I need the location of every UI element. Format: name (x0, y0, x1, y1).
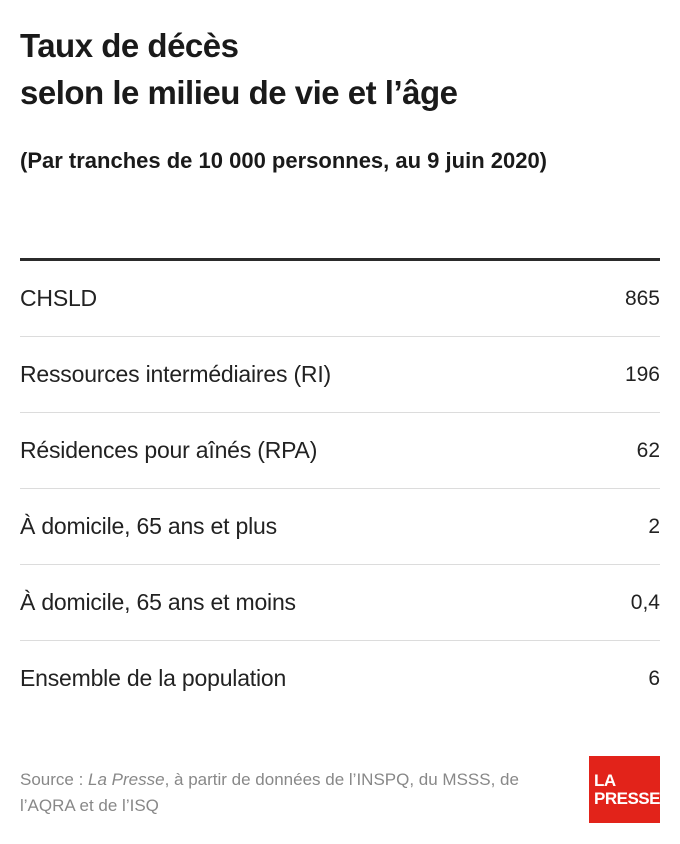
row-value: 196 (624, 362, 660, 386)
table-row: À domicile, 65 ans et plus 2 (20, 489, 660, 565)
chart-title-line-1: Taux de décès (20, 27, 239, 64)
table-row: CHSLD 865 (20, 261, 660, 337)
row-label: Ensemble de la population (20, 665, 287, 691)
source-prefix: Source : (20, 770, 89, 789)
table-row: À domicile, 65 ans et moins 0,4 (20, 565, 660, 641)
row-value: 865 (624, 286, 660, 310)
row-value: 2 (648, 514, 660, 538)
table-row: Ensemble de la population 6 (20, 641, 660, 716)
row-label: À domicile, 65 ans et plus (20, 513, 277, 539)
table-row: Résidences pour aînés (RPA) 62 (20, 413, 660, 489)
row-label: À domicile, 65 ans et moins (20, 589, 296, 615)
source-rest: , à partir de données de l’INSPQ, du MSS… (20, 770, 519, 815)
table-row: Ressources intermédiaires (RI) 196 (20, 337, 660, 413)
row-value: 0,4 (630, 590, 660, 614)
logo-line-2: PRESSE (594, 788, 660, 808)
row-value: 62 (636, 438, 660, 462)
row-label: Résidences pour aînés (RPA) (20, 437, 318, 463)
source-publication: La Presse (88, 770, 165, 789)
la-presse-logo: LA PRESSE (589, 756, 660, 823)
chart-subtitle: (Par tranches de 10 000 personnes, au 9 … (20, 148, 548, 173)
row-value: 6 (648, 666, 660, 690)
source-note: Source : La Presse, à partir de données … (20, 767, 570, 819)
row-label: CHSLD (20, 285, 97, 311)
logo-line-1: LA (594, 770, 616, 790)
chart-title-line-2: selon le milieu de vie et l’âge (20, 74, 458, 111)
row-label: Ressources intermédiaires (RI) (20, 361, 331, 387)
table-top-rule (20, 258, 660, 261)
chart-title: Taux de décès selon le milieu de vie et … (20, 22, 660, 116)
data-table: CHSLD 865 Ressources intermédiaires (RI) 19… (20, 261, 660, 716)
